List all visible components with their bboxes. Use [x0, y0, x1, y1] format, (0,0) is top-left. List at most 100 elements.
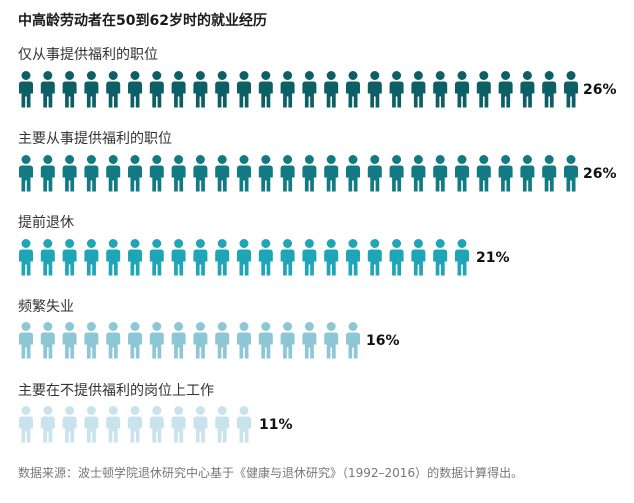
- person-icon: [324, 239, 339, 276]
- person-icon: [476, 155, 491, 192]
- person-icon: [302, 71, 317, 108]
- person-icon: [215, 155, 230, 192]
- person-icon: [84, 322, 99, 359]
- person-icon: [40, 322, 55, 359]
- person-icon: [19, 155, 33, 192]
- person-icon: [258, 155, 273, 192]
- person-icon: [367, 71, 382, 108]
- person-icon: [215, 322, 230, 359]
- person-icon: [84, 406, 99, 443]
- person-icon: [84, 155, 99, 192]
- person-icon: [302, 322, 317, 359]
- person-icon: [149, 406, 164, 443]
- person-icon: [258, 239, 273, 276]
- person-icon: [564, 71, 578, 108]
- person-icon: [411, 155, 426, 192]
- person-icon: [193, 322, 208, 359]
- source-note: 数据来源：波士顿学院退休研究中心基于《健康与退休研究》（1992–2016）的数…: [18, 466, 524, 480]
- person-icon: [237, 239, 251, 276]
- person-icon: [324, 322, 339, 359]
- person-icon: [498, 155, 513, 192]
- person-icon: [40, 239, 55, 276]
- person-icon: [455, 155, 469, 192]
- person-icon: [302, 239, 317, 276]
- person-icon: [389, 71, 404, 108]
- person-icon: [128, 406, 142, 443]
- person-icon: [149, 322, 164, 359]
- person-icon: [280, 322, 295, 359]
- person-icon: [149, 71, 164, 108]
- person-icon: [542, 71, 557, 108]
- person-icon: [19, 71, 33, 108]
- person-icon: [62, 239, 77, 276]
- person-icon: [171, 155, 186, 192]
- value-label-1: 26%: [583, 166, 617, 182]
- value-label-3: 16%: [366, 333, 400, 349]
- person-icon: [106, 239, 121, 276]
- person-icon: [40, 155, 55, 192]
- person-icon: [84, 71, 99, 108]
- person-icon: [433, 239, 448, 276]
- person-icon: [389, 239, 404, 276]
- person-icon: [455, 71, 469, 108]
- person-icon: [193, 71, 208, 108]
- person-icon: [128, 155, 142, 192]
- person-icon: [62, 406, 77, 443]
- person-icon: [193, 239, 208, 276]
- value-label-4: 11%: [259, 417, 293, 433]
- person-icon: [171, 406, 186, 443]
- person-icon: [280, 155, 295, 192]
- person-icon: [237, 71, 251, 108]
- person-icon: [280, 239, 295, 276]
- person-icon: [455, 239, 469, 276]
- person-icon: [411, 71, 426, 108]
- person-icon: [19, 322, 33, 359]
- person-icon: [520, 155, 535, 192]
- person-icon: [280, 71, 295, 108]
- chart-title: 中高龄劳动者在50到62岁时的就业经历: [18, 13, 267, 29]
- person-icon: [19, 406, 33, 443]
- person-icon: [171, 239, 186, 276]
- person-icon: [346, 322, 360, 359]
- row-label-3: 频繁失业: [18, 299, 74, 315]
- row-label-1: 主要从事提供福利的职位: [18, 131, 172, 147]
- person-icon: [215, 239, 230, 276]
- person-icon: [258, 322, 273, 359]
- person-icon: [498, 71, 513, 108]
- person-icon: [389, 155, 404, 192]
- person-icon: [237, 155, 251, 192]
- person-icon: [367, 155, 382, 192]
- person-icon: [564, 155, 578, 192]
- person-icon: [193, 155, 208, 192]
- person-icon: [324, 71, 339, 108]
- person-icon: [171, 322, 186, 359]
- person-row-1: [19, 155, 578, 192]
- person-icon: [106, 406, 121, 443]
- person-icon: [215, 71, 230, 108]
- person-icon: [62, 155, 77, 192]
- person-icon: [215, 406, 230, 443]
- person-icon: [302, 155, 317, 192]
- person-icon: [433, 71, 448, 108]
- person-row-3: [19, 322, 360, 359]
- person-icon: [128, 239, 142, 276]
- row-label-0: 仅从事提供福利的职位: [18, 47, 158, 63]
- person-icon: [84, 239, 99, 276]
- person-icon: [346, 239, 360, 276]
- person-icon: [237, 322, 251, 359]
- person-icon: [106, 71, 121, 108]
- person-icon: [411, 239, 426, 276]
- person-icon: [106, 322, 121, 359]
- person-icon: [193, 406, 208, 443]
- value-label-2: 21%: [476, 250, 510, 266]
- person-icon: [62, 71, 77, 108]
- person-icon: [128, 71, 142, 108]
- person-icon: [367, 239, 382, 276]
- person-icon: [433, 155, 448, 192]
- row-label-4: 主要在不提供福利的岗位上工作: [18, 383, 214, 399]
- person-icon: [19, 239, 33, 276]
- person-icon: [542, 155, 557, 192]
- row-label-2: 提前退休: [18, 215, 74, 231]
- person-row-0: [19, 71, 578, 108]
